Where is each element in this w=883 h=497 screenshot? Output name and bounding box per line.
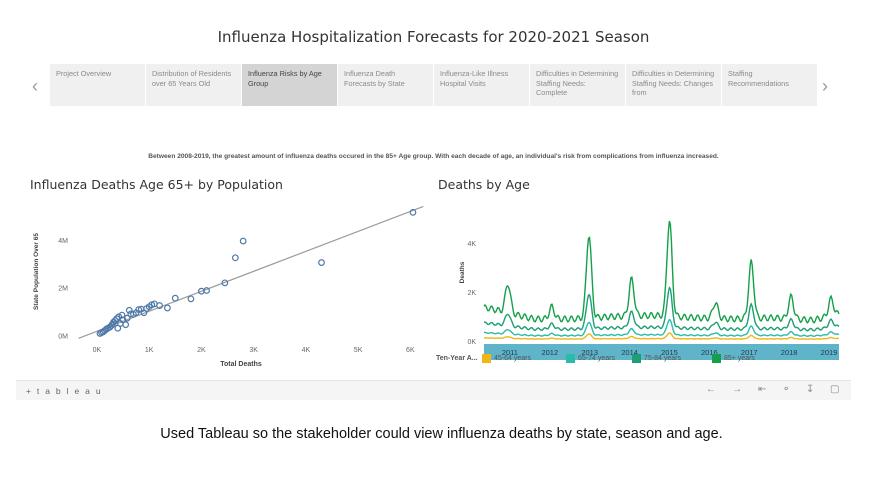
scatter-point (123, 314, 131, 322)
legend-title: Ten-Year A... (436, 355, 478, 362)
y-axis-label: Deaths (459, 261, 466, 283)
scatter-point (125, 306, 133, 314)
x-tick-label: 2011 (502, 348, 518, 357)
x-tick-label: 2013 (581, 348, 598, 357)
x-tick-label: 2019 (821, 348, 838, 357)
line-chart-title: Deaths by Age (438, 177, 530, 192)
y-tick-label: 2K (467, 290, 476, 297)
y-tick-label: 0K (467, 339, 476, 346)
x-tick-label: 6K (406, 347, 415, 354)
x-tick-label: 2018 (781, 348, 798, 357)
scatter-chart-title: Influenza Deaths Age 65+ by Population (30, 177, 283, 192)
series-line-85-years (483, 220, 840, 324)
series-line-45-64-years (484, 332, 840, 340)
x-tick-label: 1K (145, 347, 154, 354)
scatter-point (111, 317, 119, 325)
fullscreen-icon[interactable]: ▢ (830, 384, 840, 395)
x-tick-label: 2K (197, 347, 206, 354)
legend-item[interactable]: 45-64 years (482, 354, 531, 363)
scatter-point (164, 304, 171, 312)
scatter-point (203, 287, 210, 294)
x-axis-label: Total Deaths (220, 361, 262, 368)
legend-swatch (712, 354, 721, 363)
series-line-75-84-years (483, 286, 840, 332)
x-tick-label: 4K (302, 347, 311, 354)
line-chart[interactable]: 0K 2K 4K Deaths 2011 2012 2013 2014 2015 2016 2017… (434, 194, 844, 369)
scatter-point (187, 295, 195, 303)
legend-swatch (632, 354, 641, 363)
story-point-5[interactable]: Influenza-Like Illness Hospital Visits (434, 64, 530, 106)
scatter-point (122, 321, 130, 329)
y-axis-label: State Population Over 65 (33, 233, 40, 310)
legend-label: 75-84 years (644, 355, 681, 362)
scatter-point (171, 294, 179, 302)
y-tick-label: 2M (58, 286, 68, 293)
scatter-point (318, 259, 325, 266)
story-point-3[interactable]: Influenza Risks by Age Group (242, 64, 338, 106)
x-tick-label: 2017 (741, 348, 758, 357)
story-point-6[interactable]: Difficulties in Determining Staffing Nee… (530, 64, 626, 106)
revert-icon[interactable]: ⇤ (758, 384, 767, 395)
legend-label: 85+ years (724, 355, 755, 362)
share-icon[interactable]: ⚬ (782, 384, 791, 395)
series-line-65-74-years (483, 318, 840, 338)
next-story-button[interactable]: › (822, 76, 828, 96)
scatter-point (156, 302, 163, 309)
legend-item[interactable]: 75-84 years (632, 354, 681, 363)
scatter-point (239, 237, 247, 245)
y-tick-label: 4K (467, 241, 476, 248)
x-tick-label: 3K (249, 347, 258, 354)
undo-icon[interactable]: ← (706, 384, 716, 395)
legend-swatch (482, 354, 491, 363)
scatter-point (118, 311, 126, 319)
story-caption: Between 2008-2019, the greatest amount o… (148, 153, 719, 160)
slide-caption: Used Tableau so the stakeholder could vi… (160, 426, 723, 442)
tableau-toolbar: + t a b l e a u ← → ⇤ ⚬ ↧ ▢ (16, 380, 851, 400)
x-tick-label: 2012 (541, 348, 558, 357)
legend-item[interactable]: 85+ years (712, 354, 755, 363)
x-tick-label: 2015 (661, 348, 678, 357)
scatter-point (409, 208, 417, 216)
legend-item[interactable]: 65-74 years (566, 354, 615, 363)
redo-icon[interactable]: → (732, 384, 742, 395)
legend-label: 65-74 years (578, 355, 615, 362)
tableau-logo: + t a b l e a u (26, 386, 103, 396)
tableau-dashboard: Influenza Hospitalization Forecasts for … (16, 14, 851, 400)
x-tick-label: 5K (354, 347, 363, 354)
story-point-8[interactable]: Staffing Recommendations (722, 64, 818, 106)
download-icon[interactable]: ↧ (806, 384, 815, 395)
story-point-4[interactable]: Influenza Death Forecasts by State (338, 64, 434, 106)
scatter-point (221, 279, 229, 287)
legend-label: 45-64 years (494, 355, 531, 362)
legend-swatch (566, 354, 575, 363)
story-point-2[interactable]: Distribution of Residents over 65 Years … (146, 64, 242, 106)
previous-story-button[interactable]: ‹ (32, 76, 38, 96)
scatter-point (135, 306, 143, 314)
scatter-point (108, 321, 115, 329)
x-tick-label: 0K (93, 347, 102, 354)
scatter-chart[interactable]: 0M 2M 4M 0K 1K 2K 3K 4K 5K 6K Total Deaths State Po… (26, 194, 431, 369)
story-point-7[interactable]: Difficulties in Determining Staffing Nee… (626, 64, 722, 106)
x-tick-label: 2016 (701, 348, 718, 357)
y-tick-label: 0M (58, 333, 68, 340)
story-point-1[interactable]: Project Overview (50, 64, 146, 106)
x-tick-label: 2014 (621, 348, 638, 357)
scatter-point (231, 254, 239, 262)
story-navigator: Project Overview Distribution of Resident… (50, 64, 818, 106)
dashboard-title: Influenza Hospitalization Forecasts for … (217, 28, 650, 46)
y-tick-label: 4M (58, 238, 68, 245)
